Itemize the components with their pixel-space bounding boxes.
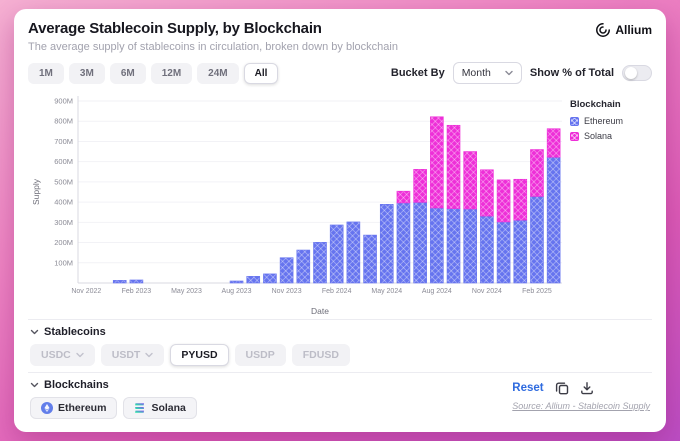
chip-label: Solana (151, 402, 186, 414)
chip-label: USDP (245, 349, 275, 361)
chart-legend: Blockchain Ethereum Solana (570, 89, 652, 319)
blockchain-chips: Ethereum Solana (30, 397, 197, 419)
blockchains-left: Blockchains Ethereum Solana (30, 379, 197, 419)
chevron-down-icon (505, 70, 513, 76)
brand-name: Allium (615, 23, 652, 37)
svg-text:900M: 900M (54, 97, 73, 106)
stablecoin-chips: USDC USDT PYUSD USDP FDUSD (30, 344, 650, 366)
range-button-all[interactable]: All (243, 62, 279, 84)
legend-label: Solana (584, 131, 613, 141)
ethereum-icon (41, 402, 53, 414)
blockchains-section-header[interactable]: Blockchains (30, 379, 197, 391)
show-pct-label: Show % of Total (529, 67, 614, 79)
chevron-down-icon (145, 352, 154, 358)
stablecoin-chip-usdt[interactable]: USDT (100, 344, 165, 366)
chip-label: USDT (111, 349, 141, 361)
allium-logo-icon (596, 23, 611, 37)
chip-label: Ethereum (58, 402, 107, 414)
svg-text:400M: 400M (54, 198, 73, 207)
stablecoin-chip-pyusd[interactable]: PYUSD (170, 344, 229, 366)
svg-text:Feb 2025: Feb 2025 (522, 288, 552, 295)
range-button-1m[interactable]: 1M (28, 62, 64, 84)
range-button-12m[interactable]: 12M (150, 62, 193, 84)
collapse-chevron-icon (30, 329, 39, 335)
svg-text:Nov 2024: Nov 2024 (472, 288, 502, 295)
blockchain-chip-solana[interactable]: Solana (123, 397, 197, 419)
toggle-knob (625, 67, 637, 79)
chevron-down-icon (76, 352, 84, 358)
stablecoins-section: Stablecoins USDC USDT PYUSD USDP FDUSD (28, 319, 652, 372)
svg-text:Nov 2023: Nov 2023 (272, 288, 302, 295)
stablecoin-chip-fdusd[interactable]: FDUSD (291, 344, 350, 366)
svg-text:800M: 800M (54, 117, 73, 126)
legend-swatch (570, 116, 579, 126)
page-subtitle: The average supply of stablecoins in cir… (28, 41, 398, 53)
legend-items: Ethereum Solana (570, 116, 652, 141)
svg-text:Feb 2023: Feb 2023 (122, 288, 152, 295)
stablecoins-section-header[interactable]: Stablecoins (30, 326, 650, 338)
controls-right: Bucket By Month Show % of Total (391, 62, 652, 84)
allium-logo: Allium (595, 22, 652, 38)
svg-text:700M: 700M (54, 137, 73, 146)
range-button-6m[interactable]: 6M (109, 62, 146, 84)
svg-text:Aug 2024: Aug 2024 (422, 288, 452, 295)
svg-text:500M: 500M (54, 177, 73, 186)
svg-text:Nov 2022: Nov 2022 (71, 288, 101, 295)
bucket-by-select[interactable]: Month (452, 62, 522, 84)
bucket-by-label: Bucket By (390, 67, 445, 79)
reset-button[interactable]: Reset (512, 382, 544, 394)
svg-text:May 2023: May 2023 (171, 288, 202, 295)
page-title: Average Stablecoin Supply, by Blockchain (28, 20, 322, 37)
svg-text:Feb 2024: Feb 2024 (322, 288, 352, 295)
stacked-bar-chart[interactable]: 100M 200M 300M 400M 500M 600M 700M 800M 900M Nov … (28, 89, 570, 319)
header: Average Stablecoin Supply, by Blockchain… (28, 20, 652, 53)
blockchains-right: Reset (512, 379, 650, 411)
legend-label: Ethereum (584, 116, 624, 126)
range-button-24m[interactable]: 24M (197, 62, 239, 84)
collapse-chevron-icon (30, 382, 39, 388)
range-button-3m[interactable]: 3M (68, 62, 105, 84)
svg-text:600M: 600M (54, 157, 73, 166)
stablecoin-chip-usdp[interactable]: USDP (234, 344, 286, 366)
dashboard-card: Average Stablecoin Supply, by Blockchain… (14, 9, 666, 432)
show-pct-toggle[interactable] (622, 65, 652, 81)
legend-item-solana[interactable]: Solana (570, 131, 652, 141)
copy-icon[interactable] (555, 381, 569, 395)
chip-label: USDC (41, 349, 71, 361)
stablecoins-section-label: Stablecoins (44, 326, 106, 338)
blockchain-chip-ethereum[interactable]: Ethereum (30, 397, 118, 419)
chart-actions: Reset (512, 381, 650, 395)
bucket-by-value: Month (461, 67, 491, 79)
svg-text:300M: 300M (54, 218, 73, 227)
header-text: Average Stablecoin Supply, by Blockchain… (28, 20, 398, 53)
time-range-group: 1M 3M 6M 12M 24M All (28, 62, 279, 84)
svg-text:200M: 200M (54, 238, 73, 247)
blockchains-section: Blockchains Ethereum Solana Reset (28, 372, 652, 425)
controls-bar: 1M 3M 6M 12M 24M All Bucket By Month Show % o… (28, 62, 652, 84)
stablecoin-chip-usdc[interactable]: USDC (30, 344, 95, 366)
legend-swatch (570, 131, 579, 141)
chip-label: PYUSD (181, 349, 218, 361)
solana-icon (135, 403, 145, 413)
chip-label: FDUSD (302, 349, 339, 361)
svg-text:May 2024: May 2024 (371, 288, 402, 295)
svg-text:100M: 100M (54, 258, 73, 267)
legend-title: Blockchain (570, 99, 621, 110)
blockchains-section-label: Blockchains (44, 379, 109, 391)
svg-text:Supply: Supply (31, 178, 41, 205)
chart-area: 100M 200M 300M 400M 500M 600M 700M 800M 900M Nov … (28, 89, 652, 319)
legend-item-ethereum[interactable]: Ethereum (570, 116, 652, 126)
source-link[interactable]: Source: Allium - Stablecoin Supply (512, 401, 650, 411)
svg-text:Aug 2023: Aug 2023 (222, 288, 252, 295)
svg-text:Date: Date (311, 306, 329, 316)
download-icon[interactable] (580, 381, 594, 395)
